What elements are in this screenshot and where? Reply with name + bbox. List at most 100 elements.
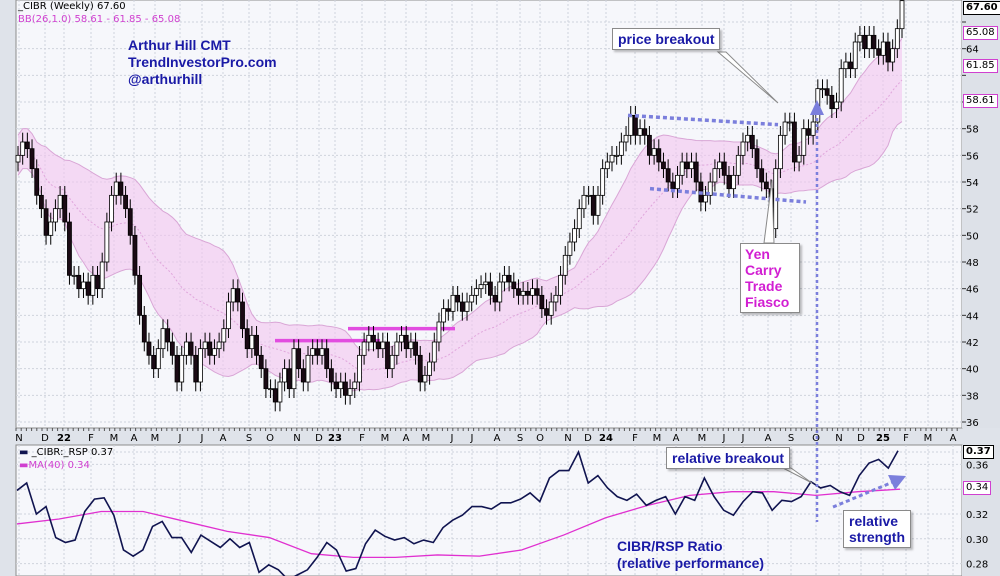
candle-body xyxy=(399,334,404,343)
price-tick-label: 64 xyxy=(966,45,979,56)
candle-body xyxy=(506,274,512,283)
candle-body xyxy=(258,354,264,370)
candle-body xyxy=(693,161,699,183)
candle-body xyxy=(291,348,297,390)
candle-body xyxy=(834,101,839,110)
candle-body xyxy=(801,128,807,156)
candle-body xyxy=(160,328,166,350)
price-tick-label: 52 xyxy=(966,205,979,216)
ratio-tick-label: 0.32 xyxy=(966,510,988,521)
candle-body xyxy=(712,168,718,183)
x-tick-label: O xyxy=(266,433,274,444)
candle-body xyxy=(38,194,44,210)
candle-body xyxy=(230,288,236,303)
bb-legend: BB(26,1.0) 58.61 - 61.85 - 65.08 xyxy=(18,14,181,25)
lower-trendline xyxy=(649,186,807,204)
candle-body xyxy=(838,68,844,103)
candle-body xyxy=(221,328,227,343)
candle-body xyxy=(305,354,311,383)
candle-body xyxy=(183,341,189,356)
candle-body xyxy=(357,354,362,383)
x-tick-label: S xyxy=(246,433,252,444)
candle-body xyxy=(352,381,358,390)
candle-body xyxy=(104,221,110,263)
candle-body xyxy=(618,141,624,156)
x-tick-label: F xyxy=(903,433,909,444)
candle-body xyxy=(717,161,722,170)
last-price-label: 67.60 xyxy=(963,1,1000,15)
candle-body xyxy=(455,294,461,303)
ratio-line xyxy=(16,449,899,576)
candle-body xyxy=(857,34,863,43)
yen-line-3: Trade xyxy=(745,278,783,294)
candle-body xyxy=(436,321,442,343)
candle-body xyxy=(862,34,867,50)
candle-body xyxy=(441,308,447,323)
candle-body xyxy=(272,388,278,403)
candle-body xyxy=(534,288,540,296)
candle-body xyxy=(85,281,91,296)
ratio-last-label: 0.37 xyxy=(963,445,994,459)
candle-body xyxy=(745,134,751,143)
candle-body xyxy=(361,341,367,356)
candle-body xyxy=(623,134,629,143)
x-tick-label: A xyxy=(494,433,501,444)
candle-body xyxy=(132,234,138,276)
candle-body xyxy=(595,194,601,216)
candle-body xyxy=(488,281,493,296)
ratio-caption: CIBR/RSP Ratio (relative performance) xyxy=(617,538,764,572)
candle-body xyxy=(174,354,180,383)
candle-body xyxy=(558,274,563,296)
candle-body xyxy=(600,168,606,196)
candle-body xyxy=(572,228,577,243)
candle-body xyxy=(520,290,526,296)
candle-body xyxy=(665,168,671,183)
candle-body xyxy=(586,194,592,197)
x-tick-label: A xyxy=(403,433,410,444)
candle-body xyxy=(548,301,554,316)
x-tick-label: 25 xyxy=(876,433,890,444)
bb-lower-line xyxy=(17,121,903,392)
candle-body xyxy=(792,121,797,163)
candle-body xyxy=(642,128,648,136)
candle-body xyxy=(852,41,858,70)
candle-body xyxy=(497,281,503,303)
candle-body xyxy=(34,168,40,196)
candle-body xyxy=(464,301,470,312)
candle-body xyxy=(319,348,325,356)
x-tick-label: A xyxy=(220,433,227,444)
candle-body xyxy=(76,274,82,290)
candle-body xyxy=(95,274,100,290)
x-tick-label: N xyxy=(564,433,571,444)
candle-body xyxy=(478,284,484,290)
candle-body xyxy=(637,128,643,136)
candle-body xyxy=(375,341,381,350)
x-tick-label: N xyxy=(835,433,842,444)
candle-body xyxy=(899,0,905,30)
candle-body xyxy=(53,208,58,223)
yen-carry-callout: Yen Carry Trade Fiasco xyxy=(740,243,800,313)
candle-body xyxy=(782,121,788,136)
candle-body xyxy=(347,388,353,396)
ratio-caption-line-1: CIBR/RSP Ratio xyxy=(617,538,723,554)
candle-body xyxy=(445,308,451,312)
yen-line-1: Yen xyxy=(745,246,770,262)
x-tick-label: D xyxy=(857,433,865,444)
candle-body xyxy=(127,208,133,236)
ma-legend: ▬MA(40) 0.34 xyxy=(19,460,90,472)
ratio-caption-line-2: (relative performance) xyxy=(617,555,765,571)
candle-body xyxy=(684,161,690,170)
candle-body xyxy=(141,314,147,343)
x-tick-label: M xyxy=(698,433,707,444)
candle-body xyxy=(137,274,143,316)
price-breakout-pointer xyxy=(716,51,779,104)
candle-body xyxy=(880,41,886,56)
candle-body xyxy=(113,181,119,196)
x-tick-label: A xyxy=(673,433,680,444)
candle-body xyxy=(459,301,465,312)
x-tick-label: N xyxy=(293,433,300,444)
candle-body xyxy=(300,368,306,383)
candle-body xyxy=(216,341,222,350)
candle-body xyxy=(731,174,737,190)
candle-body xyxy=(67,221,72,276)
